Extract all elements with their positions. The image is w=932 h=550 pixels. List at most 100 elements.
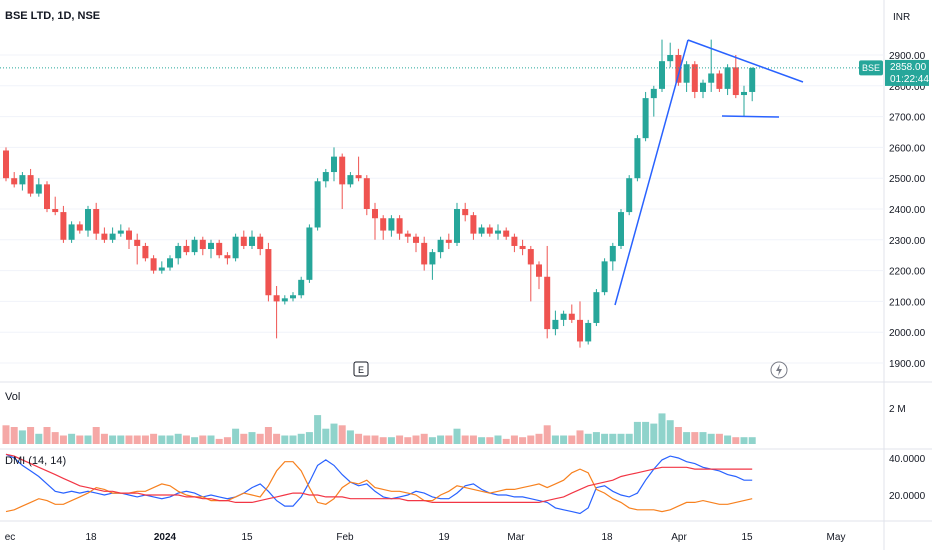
currency-label[interactable]: INR (893, 12, 910, 23)
volume-bar (683, 432, 691, 444)
volume-bar (461, 435, 469, 444)
candle-body (232, 236, 239, 259)
candle-body (544, 276, 551, 330)
candle-body (240, 236, 247, 246)
volume-bar (43, 427, 51, 444)
candle-body (609, 245, 616, 262)
candle-body (257, 236, 264, 250)
volume-bar (330, 423, 338, 444)
candle-body (372, 209, 378, 219)
candle-body (626, 178, 633, 213)
candle-body (208, 242, 214, 250)
candle-body (117, 230, 124, 234)
current-price-tag: BSE 2858.00 01:22:44 (859, 59, 929, 86)
candle-body (224, 255, 231, 259)
volume-bar (297, 433, 305, 444)
time-label: 19 (438, 532, 450, 543)
candle-body (675, 55, 682, 83)
dmi-label[interactable]: DMI (14, 14) (5, 455, 66, 467)
candle-body (347, 175, 354, 185)
grid (0, 54, 884, 364)
trendline-upper[interactable] (687, 39, 804, 83)
volume-bar (469, 435, 477, 444)
price-tick-label: 2100.00 (889, 297, 926, 308)
volume-bar (601, 433, 609, 444)
volume-bar (748, 437, 756, 444)
candle-body (503, 230, 510, 237)
candle-body (273, 295, 280, 302)
lightning-icon[interactable] (770, 361, 788, 379)
candle-body (298, 279, 305, 296)
candle-body (445, 239, 452, 243)
volume-bar (543, 425, 551, 444)
dmi-axis-tick-40: 40.0000 (889, 454, 926, 465)
trendline-rising[interactable] (614, 39, 689, 306)
candle-body (560, 313, 567, 320)
volume-bar (18, 430, 26, 444)
volume-bar (535, 433, 543, 444)
volume-bar (215, 438, 223, 444)
candle-body (618, 212, 624, 246)
time-label: Apr (671, 532, 687, 543)
candle-body (322, 172, 329, 182)
price-tick-label: 2200.00 (889, 267, 926, 278)
volume-bar (371, 435, 379, 444)
volume-bar (560, 435, 568, 444)
candle-body (281, 298, 288, 302)
candle-body (536, 264, 542, 277)
candle-body (568, 313, 575, 320)
candle-body (552, 319, 559, 330)
candle-body (716, 73, 723, 89)
candle-body (290, 295, 296, 299)
volume-bar (289, 435, 297, 444)
volume-bar (732, 437, 740, 444)
candle-body (101, 233, 108, 240)
volume-bar (338, 425, 346, 444)
time-label: 18 (85, 532, 97, 543)
volume-bar (281, 435, 289, 444)
volume-bar (305, 432, 313, 444)
drawings (614, 39, 804, 306)
candle-body (486, 227, 493, 234)
price-tick-label: 2900.00 (889, 51, 926, 62)
volume-bar (322, 428, 330, 444)
volume-bar (232, 428, 240, 444)
volume-bar (199, 435, 207, 444)
price-tick-label: 2000.00 (889, 328, 926, 339)
candle-body (527, 249, 534, 265)
volume-bar (182, 435, 190, 444)
volume-bar (519, 437, 527, 444)
volume-bar (92, 427, 100, 444)
volume-bar (502, 438, 510, 444)
candle-body (314, 181, 321, 228)
time-label: 18 (601, 532, 613, 543)
candle-body (421, 242, 428, 265)
volume-bar (412, 435, 420, 444)
earnings-marker[interactable]: E (353, 361, 369, 377)
volume-bar (633, 421, 641, 444)
candle-body (175, 245, 182, 259)
candle-body (76, 224, 83, 231)
volume-bar (527, 435, 535, 444)
candle-body (11, 178, 18, 185)
candle-body (158, 267, 165, 271)
candle-body (413, 236, 419, 243)
candle-body (667, 55, 674, 62)
trendline-lower[interactable] (721, 115, 780, 118)
symbol-title[interactable]: BSE LTD, 1D, NSE (5, 10, 100, 22)
time-axis[interactable]: ec 18 2024 15 Feb 19 Mar 18 Apr 15 May (5, 532, 846, 543)
price-axis[interactable]: 2900.00 2800.00 2700.00 2600.00 2500.00 2400.… (889, 51, 926, 370)
candle-body (741, 91, 747, 96)
candle-body (183, 245, 190, 253)
candle-body (437, 239, 444, 253)
earnings-icon: E (358, 365, 364, 375)
time-label: 15 (741, 532, 753, 543)
volume-bar (256, 433, 264, 444)
volume-bar (379, 437, 387, 444)
candle-body (331, 156, 337, 173)
price-tick-label: 2600.00 (889, 143, 926, 154)
volume-bar (264, 427, 272, 444)
volume-label[interactable]: Vol (5, 391, 20, 403)
candle-body (380, 218, 387, 231)
